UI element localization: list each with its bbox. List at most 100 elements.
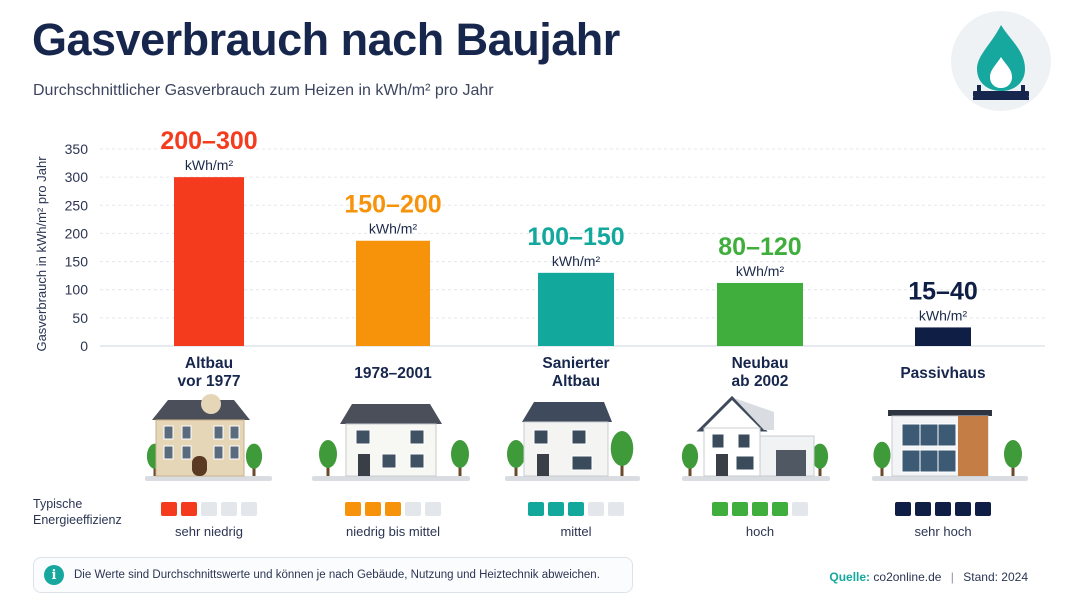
tree-trunk xyxy=(514,464,518,476)
roof xyxy=(152,400,250,420)
tree-crown xyxy=(1004,440,1022,468)
category-label: Altbau xyxy=(185,355,233,372)
category-label: Neubau xyxy=(732,355,789,372)
window xyxy=(937,423,957,447)
efficiency-square xyxy=(201,502,217,516)
door xyxy=(716,454,728,476)
source-separator: | xyxy=(950,570,954,584)
bar-value-label: 150–200 xyxy=(344,191,441,219)
efficiency-square xyxy=(935,502,951,516)
ground xyxy=(312,476,470,481)
tree-trunk xyxy=(252,465,256,476)
tree-trunk xyxy=(688,465,692,476)
window xyxy=(381,453,397,469)
category-label: Altbau xyxy=(552,373,600,390)
efficiency-rating xyxy=(161,502,257,516)
tree-crown xyxy=(873,441,891,469)
efficiency-square xyxy=(181,502,197,516)
window xyxy=(571,429,587,445)
y-axis-label: Gasverbrauch in kWh/m² pro Jahr xyxy=(34,156,49,352)
category-label: ab 2002 xyxy=(732,373,789,390)
bar xyxy=(356,240,430,346)
side-roof xyxy=(734,398,774,430)
efficiency-label: mittel xyxy=(560,524,592,539)
ground xyxy=(505,476,640,481)
efficiency-square xyxy=(568,502,584,516)
bar-value-label: 80–120 xyxy=(718,233,801,261)
ground xyxy=(145,476,272,481)
tree-crown xyxy=(811,443,829,469)
tree-trunk xyxy=(1011,464,1015,476)
window xyxy=(919,423,939,447)
ground xyxy=(682,476,830,481)
efficiency-square xyxy=(772,502,788,516)
y-tick-label: 250 xyxy=(65,197,89,213)
efficiency-square xyxy=(161,502,177,516)
efficiency-square xyxy=(955,502,971,516)
window xyxy=(181,445,192,460)
efficiency-square xyxy=(345,502,361,516)
bar xyxy=(717,282,803,346)
page-subtitle: Durchschnittlicher Gasverbrauch zum Heiz… xyxy=(33,82,494,99)
efficiency-label: sehr hoch xyxy=(914,524,972,539)
window xyxy=(409,429,425,445)
efficiency-square xyxy=(792,502,808,516)
efficiency-square xyxy=(548,502,564,516)
efficiency-square xyxy=(588,502,604,516)
category-label: 1978–2001 xyxy=(354,365,432,382)
info-note: i Die Werte sind Durchschnittswerte und … xyxy=(33,557,633,593)
door xyxy=(537,454,549,476)
window xyxy=(181,425,192,440)
efficiency-square xyxy=(732,502,748,516)
source-date: Stand: 2024 xyxy=(963,570,1028,584)
tree-trunk xyxy=(326,464,330,476)
window xyxy=(213,425,224,440)
roof xyxy=(340,404,442,424)
source-value[interactable]: co2online.de xyxy=(873,570,942,584)
window xyxy=(901,423,921,447)
efficiency-square xyxy=(528,502,544,516)
tree-trunk xyxy=(620,461,624,476)
tree-crown xyxy=(451,440,469,468)
window xyxy=(163,425,174,440)
tree-trunk xyxy=(880,464,884,476)
efficiency-row-label: Typische Energieeffizienz xyxy=(33,497,122,527)
historic-villa-icon xyxy=(145,394,272,481)
y-tick-label: 150 xyxy=(65,254,89,270)
bar-unit-label: kWh/m² xyxy=(552,253,601,269)
window xyxy=(919,449,939,473)
tree-crown xyxy=(610,431,634,466)
efficiency-square xyxy=(915,502,931,516)
efficiency-rating xyxy=(528,502,624,516)
window xyxy=(711,433,725,449)
window xyxy=(901,449,921,473)
y-tick-label: 50 xyxy=(72,310,88,326)
efficiency-rating xyxy=(712,502,808,516)
efficiency-square xyxy=(221,502,237,516)
window xyxy=(229,425,240,440)
renovated-house-icon xyxy=(505,402,640,481)
passive-house-icon xyxy=(872,410,1028,481)
y-tick-label: 0 xyxy=(80,338,88,354)
ground xyxy=(872,476,1028,481)
window xyxy=(735,455,755,471)
garage-door xyxy=(776,450,806,476)
page-title: Gasverbrauch nach Baujahr xyxy=(32,14,620,65)
tree-trunk xyxy=(153,465,157,476)
bar xyxy=(174,177,244,346)
modern-house-icon xyxy=(681,395,830,481)
efficiency-square xyxy=(975,502,991,516)
tree-crown xyxy=(319,440,337,468)
category-label: Passivhaus xyxy=(900,365,985,382)
tree-crown xyxy=(245,443,263,469)
bar-value-label: 200–300 xyxy=(160,127,257,155)
tree-crown xyxy=(507,440,525,468)
tree-crown xyxy=(681,443,699,469)
source-label: Quelle: xyxy=(829,570,871,584)
source-line: Quelle: co2online.de | Stand: 2024 xyxy=(829,570,1028,584)
window xyxy=(533,429,549,445)
efficiency-label: sehr niedrig xyxy=(175,524,243,539)
window xyxy=(213,445,224,460)
dormer xyxy=(201,394,221,414)
efficiency-rating xyxy=(895,502,991,516)
